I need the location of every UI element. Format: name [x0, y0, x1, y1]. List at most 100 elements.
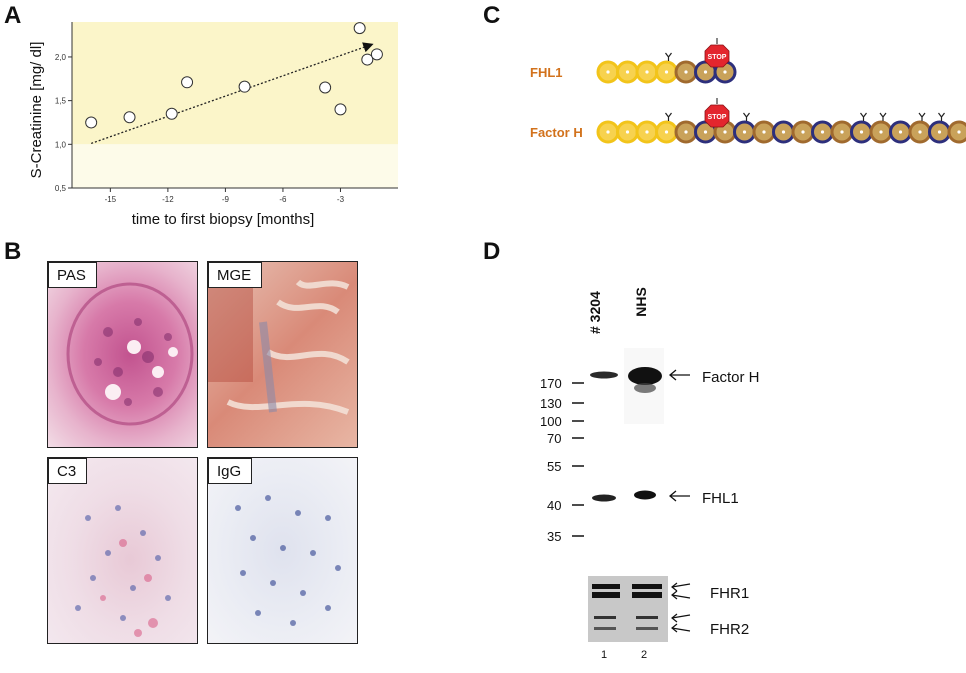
fhl1-arrow [668, 490, 690, 502]
scr-domain [928, 120, 951, 144]
fhr1-label: FHR1 [710, 585, 749, 602]
micrograph-c3: C3 [47, 457, 198, 644]
y-axis-label: S-Creatinine [mg/ dl] [28, 42, 45, 179]
marker-130: 130 [540, 396, 562, 411]
panel-letter-d: D [483, 238, 501, 265]
x-tick-label: -12 [162, 195, 174, 204]
factor-h-stop-sign: STOP [704, 98, 730, 128]
scr-domain [635, 120, 659, 144]
x-tick-labels: -15 -12 -9 -6 -3 [105, 195, 345, 204]
glycosylation-marker [938, 112, 945, 121]
x-tick-label: -9 [222, 195, 230, 204]
data-point [319, 81, 332, 94]
fhr1-arrows [671, 582, 691, 600]
marker-70: 70 [547, 431, 561, 446]
scr-domain [772, 120, 795, 144]
scatter-chart: 0,5 1,0 1,5 2,0 -15 -12 -9 -6 -3 time to first … [28, 22, 398, 228]
scr-domain [869, 120, 893, 144]
y-tick-label: 0,5 [55, 184, 67, 193]
scr-domain [596, 120, 620, 144]
scr-domain [733, 120, 756, 144]
fhl1-stop-sign: STOP [704, 38, 730, 68]
plot-background-low [72, 144, 398, 188]
fhr2-label: FHR2 [710, 621, 749, 638]
band-factor-h-lane1 [590, 371, 618, 379]
fhl1-label: FHL1 [530, 65, 563, 80]
data-point [361, 53, 374, 66]
scr-domain [674, 60, 698, 84]
panel-letter-b: B [4, 238, 22, 265]
lane-label-nhs: NHS [633, 287, 649, 317]
scr-domain [655, 120, 678, 144]
trend-line [90, 42, 374, 145]
micrograph-pas: PAS [47, 261, 198, 448]
y-tick-labels: 0,5 1,0 1,5 2,0 [55, 53, 67, 193]
data-point [353, 22, 366, 35]
scr-domain [596, 60, 620, 84]
fhl1-domain-row [596, 52, 737, 84]
data-point [181, 76, 194, 89]
scr-domain [908, 120, 932, 144]
scr-domain [616, 60, 639, 84]
factor-h-stop-text: STOP [708, 114, 727, 121]
micrograph-igg: IgG [207, 457, 358, 644]
plot-background-high [72, 22, 398, 145]
factor-h-domain-row [596, 112, 966, 144]
marker-40: 40 [547, 498, 561, 513]
y-tick-label: 1,5 [55, 97, 67, 106]
marker-100: 100 [540, 414, 562, 429]
micrograph-label-c3: C3 [48, 458, 88, 484]
data-point [123, 111, 136, 124]
data-point [238, 80, 251, 93]
scr-domain [947, 120, 966, 144]
scr-domain [674, 120, 698, 144]
factor-h-arrow [668, 369, 690, 381]
lane-number-1: 1 [601, 649, 607, 660]
data-point [334, 103, 347, 116]
chart-axes [68, 22, 398, 192]
band-fhl1-lane1 [592, 494, 616, 502]
scr-domain [889, 120, 912, 144]
scr-domain [635, 60, 659, 84]
y-tick-label: 2,0 [55, 53, 67, 62]
micrograph-label-pas: PAS [48, 262, 97, 288]
scr-domain [752, 120, 776, 144]
glycosylation-marker [665, 112, 672, 121]
scr-domain [830, 120, 854, 144]
marker-35: 35 [547, 529, 561, 544]
x-tick-label: -15 [105, 195, 117, 204]
panel-letter-c: C [483, 2, 501, 29]
lane-label-3204: # 3204 [587, 291, 603, 334]
y-tick-label: 1,0 [55, 140, 67, 149]
glycosylation-marker [860, 112, 867, 121]
marker-ladder: 170 130 100 70 55 40 35 [540, 376, 584, 544]
western-blot: 170 130 100 70 55 40 35 Factor H FHL1 [540, 348, 760, 660]
data-point [165, 107, 178, 120]
data-point [85, 116, 98, 129]
fhl1-stop-text: STOP [708, 54, 727, 61]
data-points [85, 22, 383, 129]
band-factor-h-lane2 [628, 367, 662, 385]
factor-h-band-label: Factor H [702, 369, 760, 386]
glycosylation-marker [743, 112, 750, 121]
data-point [370, 48, 383, 61]
protein-domain-diagram: FHL1 Factor H STOP STOP [530, 38, 966, 144]
glycosylation-marker [918, 112, 926, 121]
band-fhl1-lane2 [634, 490, 656, 500]
x-tick-label: -3 [337, 195, 345, 204]
factor-h-label: Factor H [530, 125, 583, 140]
micrograph-label-mge: MGE [208, 262, 263, 288]
x-axis-label: time to first biopsy [months] [132, 211, 315, 228]
micrograph-label-igg: IgG [208, 458, 253, 484]
glycosylation-marker [879, 112, 887, 121]
marker-55: 55 [547, 459, 561, 474]
micrograph-mge: MGE [207, 261, 358, 448]
panel-letter-a: A [4, 2, 22, 29]
lane-number-2: 2 [641, 649, 647, 660]
fhl1-band-label: FHL1 [702, 490, 739, 507]
scr-domain [850, 120, 873, 144]
marker-170: 170 [540, 376, 562, 391]
scr-domain [791, 120, 815, 144]
scr-domain [655, 60, 678, 84]
scr-domain [811, 120, 834, 144]
